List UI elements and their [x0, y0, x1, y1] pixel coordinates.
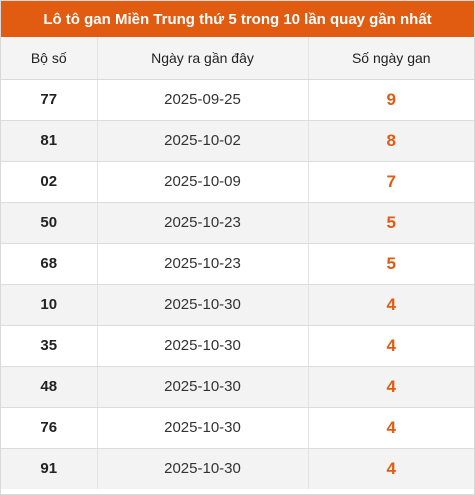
- cell-number: 68: [1, 243, 97, 285]
- cell-last-date: 2025-10-30: [96, 407, 308, 449]
- cell-last-date: 2025-10-30: [96, 448, 308, 489]
- cell-days-absent: 7: [307, 161, 474, 203]
- table-header-row: Bộ số Ngày ra gần đây Số ngày gan: [1, 37, 474, 80]
- cell-number: 76: [1, 407, 97, 449]
- cell-days-absent: 5: [307, 243, 474, 285]
- cell-number: 02: [1, 161, 97, 203]
- table-row: 76 2025-10-30 4: [1, 407, 474, 449]
- header-last-date: Ngày ra gần đây: [96, 37, 308, 80]
- cell-days-absent: 4: [307, 325, 474, 367]
- cell-number: 81: [1, 120, 97, 162]
- cell-days-absent: 4: [307, 366, 474, 408]
- cell-last-date: 2025-10-09: [96, 161, 308, 203]
- table-row: 77 2025-09-25 9: [1, 79, 474, 121]
- cell-number: 35: [1, 325, 97, 367]
- table-row: 81 2025-10-02 8: [1, 120, 474, 162]
- table-row: 35 2025-10-30 4: [1, 325, 474, 367]
- table-row: 10 2025-10-30 4: [1, 284, 474, 326]
- cell-days-absent: 4: [307, 407, 474, 449]
- table-row: 02 2025-10-09 7: [1, 161, 474, 203]
- cell-days-absent: 5: [307, 202, 474, 244]
- cell-last-date: 2025-09-25: [96, 79, 308, 121]
- table-row: 50 2025-10-23 5: [1, 202, 474, 244]
- table-row: 48 2025-10-30 4: [1, 366, 474, 408]
- cell-last-date: 2025-10-02: [96, 120, 308, 162]
- cell-last-date: 2025-10-23: [96, 202, 308, 244]
- cell-number: 50: [1, 202, 97, 244]
- cell-last-date: 2025-10-23: [96, 243, 308, 285]
- header-days-absent: Số ngày gan: [307, 37, 474, 80]
- cell-last-date: 2025-10-30: [96, 366, 308, 408]
- table-row: 91 2025-10-30 4: [1, 448, 474, 489]
- header-number: Bộ số: [1, 37, 97, 80]
- cell-days-absent: 9: [307, 79, 474, 121]
- lo-gan-table: Bộ số Ngày ra gần đây Số ngày gan 77 202…: [1, 37, 474, 489]
- cell-days-absent: 4: [307, 284, 474, 326]
- cell-last-date: 2025-10-30: [96, 325, 308, 367]
- cell-days-absent: 4: [307, 448, 474, 489]
- widget-title: Lô tô gan Miền Trung thứ 5 trong 10 lần …: [1, 1, 474, 37]
- cell-number: 91: [40, 460, 58, 478]
- cell-number: 77: [1, 79, 97, 121]
- cell-number: 10: [1, 284, 97, 326]
- cell-number: 48: [1, 366, 97, 408]
- cell-last-date: 2025-10-30: [96, 284, 308, 326]
- cell-days-absent: 8: [307, 120, 474, 162]
- table-row: 68 2025-10-23 5: [1, 243, 474, 285]
